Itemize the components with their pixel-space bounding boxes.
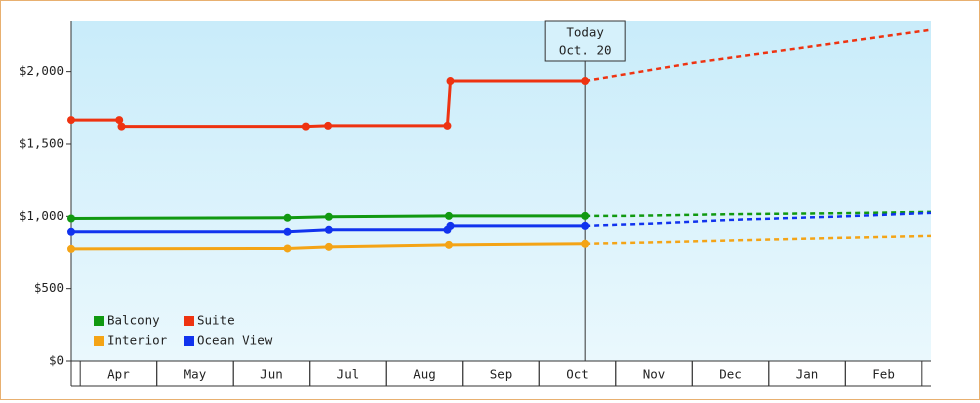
forecast-line — [585, 211, 932, 228]
x-tick-label: Dec — [719, 367, 742, 382]
point — [581, 77, 590, 86]
point — [283, 227, 292, 236]
x-tick-label: Jan — [796, 367, 819, 382]
point — [581, 239, 590, 248]
legend-label: Suite — [197, 313, 235, 328]
x-tick-label: Jul — [337, 367, 360, 382]
y-tick-label: $500 — [34, 280, 64, 295]
point — [301, 122, 310, 131]
point — [324, 242, 333, 251]
point — [443, 121, 452, 130]
x-tick-label: Sep — [490, 367, 513, 382]
point — [117, 122, 126, 131]
legend-label: Interior — [107, 333, 168, 348]
today-label: Today — [566, 25, 604, 40]
y-tick-label: $1,000 — [19, 208, 64, 223]
legend-swatch — [94, 316, 104, 326]
legend-label: Balcony — [107, 313, 160, 328]
legend-swatch — [94, 336, 104, 346]
x-tick-label: Aug — [413, 367, 436, 382]
x-tick-label: Nov — [643, 367, 666, 382]
today-box — [544, 20, 626, 62]
y-tick-label: $0 — [49, 353, 64, 368]
point — [67, 116, 75, 125]
legend-swatch — [184, 336, 194, 346]
legend-swatch — [184, 316, 194, 326]
x-tick-label: Oct — [566, 367, 589, 382]
forecast-line — [584, 28, 932, 83]
point — [115, 116, 124, 125]
point — [444, 240, 453, 249]
point — [324, 212, 333, 221]
x-tick-label: Feb — [872, 367, 895, 382]
point — [67, 227, 75, 236]
x-tick-label: May — [184, 367, 207, 382]
forecast-line — [585, 234, 932, 246]
point — [283, 213, 292, 222]
plot-area — [71, 21, 931, 361]
point — [444, 211, 453, 220]
point — [581, 221, 590, 230]
point — [324, 225, 333, 234]
x-tick-label: Apr — [107, 367, 130, 382]
point — [446, 221, 455, 230]
point — [67, 244, 75, 253]
legend-label: Ocean View — [197, 333, 273, 348]
point — [446, 77, 455, 86]
point — [67, 214, 75, 223]
x-tick-label: Jun — [260, 367, 283, 382]
today-label: Oct. 20 — [559, 43, 612, 58]
forecast-line — [585, 210, 932, 218]
point — [324, 121, 333, 130]
series-line — [71, 224, 586, 234]
point — [283, 244, 292, 253]
point — [581, 211, 590, 220]
y-tick-label: $1,500 — [19, 135, 64, 150]
y-tick-label: $2,000 — [19, 63, 64, 78]
